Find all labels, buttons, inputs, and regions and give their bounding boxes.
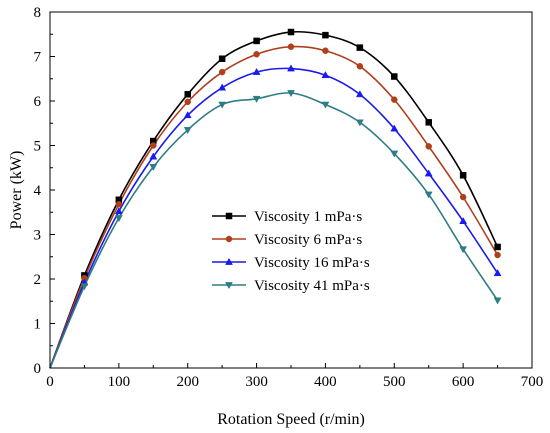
- y-tick-label: 4: [34, 183, 42, 199]
- series-2-point: [115, 200, 123, 208]
- series-1-point: [218, 55, 226, 62]
- series-1-point: [322, 31, 329, 39]
- series-2-point: [425, 143, 432, 150]
- series-2-point: [253, 51, 260, 58]
- x-tick-label: 500: [383, 374, 406, 390]
- legend-label-2: Viscosity 6 mPa·s: [254, 232, 362, 248]
- series-3-point: [114, 207, 123, 215]
- y-tick-label: 1: [34, 317, 42, 333]
- series-3-point: [355, 90, 364, 98]
- series-2-point: [322, 47, 329, 54]
- legend-label-4: Viscosity 41 mPa·s: [254, 278, 370, 294]
- series-3-point: [321, 71, 330, 79]
- legend-label-1: Viscosity 1 mPa·s: [254, 209, 362, 225]
- series-4-point: [493, 297, 502, 305]
- y-axis: 0 1 2 3 4 5 6 7 8: [34, 5, 55, 377]
- x-axis-title: Rotation Speed (r/min): [217, 411, 365, 428]
- series-1-point: [494, 243, 501, 251]
- x-tick-label: 400: [314, 374, 337, 390]
- legend: Viscosity 1 mPa·s Viscosity 6 mPa·s Viscos…: [212, 209, 370, 294]
- y-tick-label: 3: [34, 228, 42, 244]
- series-2-point: [150, 142, 157, 149]
- legend-marker-1: [225, 212, 233, 220]
- series-2-point: [494, 251, 501, 259]
- series-3-point: [424, 169, 433, 177]
- x-tick-label: 300: [245, 374, 268, 390]
- series-line-4: [49, 92, 499, 369]
- series-1-point: [425, 119, 432, 126]
- legend-marker-3: [225, 257, 233, 265]
- legend-marker-4: [225, 282, 233, 290]
- series-4-point: [459, 246, 468, 254]
- series-3-point: [287, 64, 295, 72]
- x-axis: 0 100 200 300 400 500 600 700: [46, 363, 543, 390]
- series-4-point: [424, 191, 433, 199]
- series-4-point: [149, 164, 158, 171]
- series-4-point: [183, 127, 192, 135]
- series-3-point: [149, 152, 158, 160]
- y-tick-label: 8: [34, 5, 42, 21]
- x-tick-label: 700: [521, 374, 544, 390]
- series-4-point: [114, 215, 123, 223]
- series-1-point: [184, 91, 191, 98]
- series-2-point: [218, 68, 226, 76]
- series-4-point: [321, 101, 330, 109]
- y-tick-label: 0: [34, 361, 42, 377]
- series-4-point: [390, 150, 399, 158]
- series-1-point: [356, 44, 364, 51]
- series-2-point: [391, 96, 398, 103]
- x-tick-label: 100: [108, 374, 131, 390]
- series-3-point: [218, 83, 227, 91]
- legend-marker-2: [225, 235, 233, 243]
- y-tick-label: 5: [34, 139, 42, 155]
- y-tick-label: 7: [34, 50, 42, 66]
- series-2-point: [459, 193, 467, 201]
- y-axis-title: Power (kW): [8, 151, 25, 230]
- series-4-point: [80, 283, 89, 291]
- legend-label-3: Viscosity 16 mPa·s: [254, 255, 370, 271]
- y-tick-label: 6: [34, 94, 42, 110]
- series-1-point: [391, 73, 398, 80]
- series-2-point: [356, 63, 364, 70]
- series-1-point: [253, 37, 260, 45]
- series-3-point: [493, 269, 502, 277]
- y-tick-label: 2: [34, 272, 42, 288]
- series-1-point: [287, 28, 295, 36]
- x-tick-label: 600: [452, 374, 475, 390]
- series-4-point: [218, 101, 227, 109]
- series-3-point: [459, 217, 468, 224]
- series-4-point: [287, 90, 295, 98]
- series-1-point: [459, 172, 467, 179]
- series-2-point: [184, 98, 191, 106]
- series-4-point: [355, 119, 364, 127]
- series-4-point: [252, 95, 261, 103]
- plot-markers: [80, 28, 502, 305]
- x-tick-label: 200: [176, 374, 199, 390]
- series-3-point: [183, 111, 192, 119]
- series-2-point: [287, 43, 295, 50]
- series-3-point: [390, 124, 399, 132]
- x-tick-label: 0: [46, 374, 54, 390]
- series-3-point: [252, 67, 261, 75]
